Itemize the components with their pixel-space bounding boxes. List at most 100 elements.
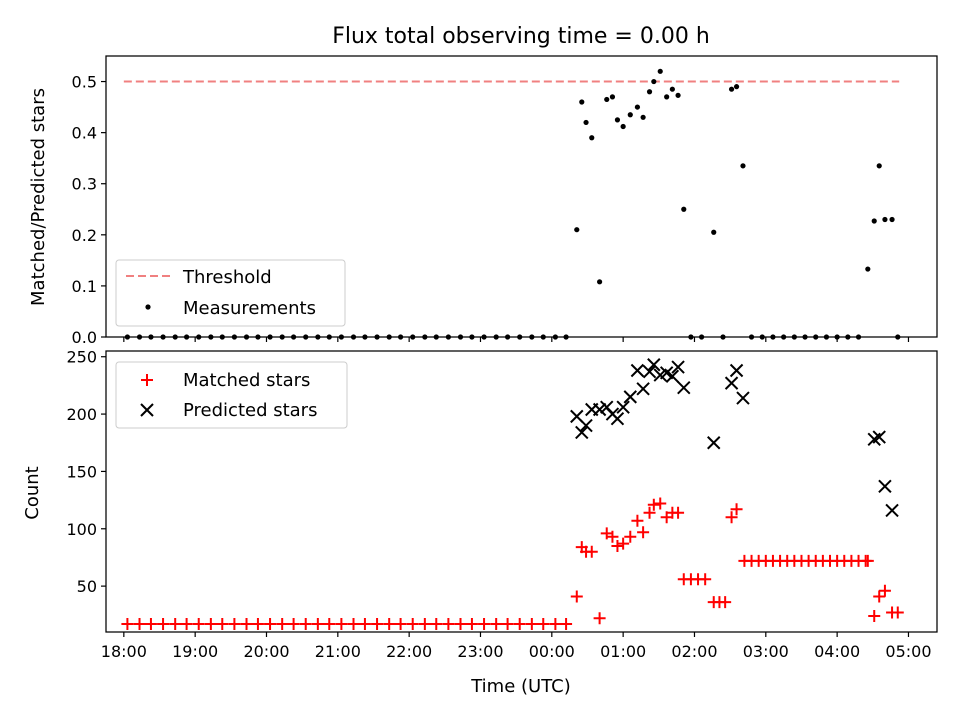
matched-star-marker <box>537 617 550 630</box>
matched-star-marker <box>276 617 289 630</box>
predicted-star-marker <box>671 360 685 374</box>
legend-matched-swatch <box>141 374 153 386</box>
measurement-point <box>733 84 740 90</box>
bottom-x-axis: 18:00 19:00 20:00 21:00 22:00 23:00 00:00 01:00… <box>101 632 932 661</box>
measurements-series <box>124 68 901 340</box>
measurement-point <box>604 96 610 103</box>
matched-star-marker <box>204 617 217 630</box>
matched-star-marker <box>133 617 146 630</box>
predicted-star-marker <box>872 430 886 444</box>
predicted-star-marker <box>878 479 892 494</box>
measurement-point <box>889 216 895 223</box>
matched-star-marker <box>454 617 467 630</box>
x-tick-label: 01:00 <box>600 642 646 661</box>
matched-star-marker <box>593 612 606 625</box>
measurement-point <box>609 94 616 100</box>
measurement-point <box>589 135 595 141</box>
top-x-ticks <box>123 337 910 342</box>
bottom-y-axis-label: Count <box>22 466 43 519</box>
predicted-star-marker <box>736 391 750 405</box>
measurement-point <box>627 112 633 118</box>
legend-predicted-label: Predicted stars <box>183 400 317 421</box>
y-tick-label: 0.0 <box>72 328 97 347</box>
measurement-point <box>597 279 603 285</box>
matched-star-marker <box>251 617 264 630</box>
y-tick-label: 50 <box>77 577 97 596</box>
matched-star-marker <box>394 617 407 630</box>
y-tick-label: 250 <box>66 348 97 367</box>
matched-star-marker <box>647 498 660 511</box>
measurement-point <box>711 229 717 235</box>
measurement-point <box>574 227 580 233</box>
matched-star-marker <box>157 617 170 630</box>
matched-star-marker <box>311 617 324 630</box>
matched-star-marker <box>216 617 229 630</box>
predicted-star-marker <box>665 369 680 383</box>
predicted-star-marker <box>724 376 739 390</box>
matched-star-marker <box>501 617 514 630</box>
matched-star-marker <box>406 617 419 630</box>
measurement-point <box>728 86 735 92</box>
matched-star-marker <box>891 606 904 619</box>
predicted-star-marker <box>630 363 645 378</box>
predicted-star-marker <box>707 436 721 450</box>
measurement-point <box>871 218 877 224</box>
matched-star-marker <box>240 617 253 630</box>
matched-star-marker <box>699 573 712 586</box>
measurement-point <box>620 123 626 130</box>
matched-star-marker <box>606 530 619 543</box>
x-axis-label: Time (UTC) <box>470 676 571 697</box>
x-tick-label: 03:00 <box>743 642 789 661</box>
matched-stars-series <box>121 497 904 630</box>
bottom-legend-box <box>115 361 348 429</box>
measurement-point <box>876 163 882 169</box>
bottom-panel: 50 100 150 200 250 18:00 19:00 20:00 21:00 22:00… <box>22 348 938 697</box>
legend-measurements-swatch <box>145 304 151 310</box>
matched-star-marker <box>383 617 396 630</box>
y-tick-label: 0.1 <box>72 277 97 296</box>
matched-star-marker <box>465 617 478 630</box>
matched-star-marker <box>335 617 348 630</box>
measurement-point <box>664 94 670 100</box>
matched-star-marker <box>725 511 738 524</box>
predicted-star-marker <box>616 400 630 414</box>
matched-star-marker <box>672 506 685 519</box>
measurement-point <box>634 104 641 110</box>
measurement-point <box>640 114 646 120</box>
matched-star-marker <box>570 590 583 603</box>
predicted-star-marker <box>636 382 650 396</box>
bottom-y-axis: 50 100 150 200 250 <box>66 348 106 596</box>
matched-star-marker <box>180 617 193 630</box>
x-tick-label: 20:00 <box>243 642 289 661</box>
measurement-point <box>675 92 681 98</box>
matched-star-marker <box>861 554 874 567</box>
matched-star-marker <box>868 609 881 622</box>
measurement-point <box>669 86 675 92</box>
y-tick-label: 0.3 <box>72 175 97 194</box>
matched-star-marker <box>287 617 300 630</box>
top-y-axis-label: Matched/Predicted stars <box>28 88 49 306</box>
matched-star-marker <box>611 539 624 552</box>
predicted-star-marker <box>677 380 691 395</box>
matched-star-marker <box>585 545 598 558</box>
matched-star-marker <box>549 617 562 630</box>
predicted-star-marker <box>642 364 657 379</box>
matched-star-marker <box>430 617 443 630</box>
x-tick-label: 05:00 <box>885 642 931 661</box>
matched-star-marker <box>121 617 134 630</box>
matched-star-marker <box>347 617 360 630</box>
matched-star-marker <box>654 497 667 510</box>
top-panel: 0.0 0.1 0.2 0.3 0.4 0.5 Matched/Predicted sta… <box>28 55 938 347</box>
chart-title: Flux total observing time = 0.00 h <box>332 24 710 49</box>
measurement-point <box>681 206 687 212</box>
matched-star-marker <box>144 617 157 630</box>
measurement-point <box>882 216 888 223</box>
bottom-plot-frame <box>105 350 938 633</box>
top-legend: Threshold Measurements <box>115 259 346 327</box>
x-tick-label: 02:00 <box>671 642 717 661</box>
matched-star-marker <box>643 506 656 519</box>
x-tick-label: 23:00 <box>457 642 503 661</box>
measurement-point <box>740 163 746 169</box>
matched-star-marker <box>169 617 182 630</box>
